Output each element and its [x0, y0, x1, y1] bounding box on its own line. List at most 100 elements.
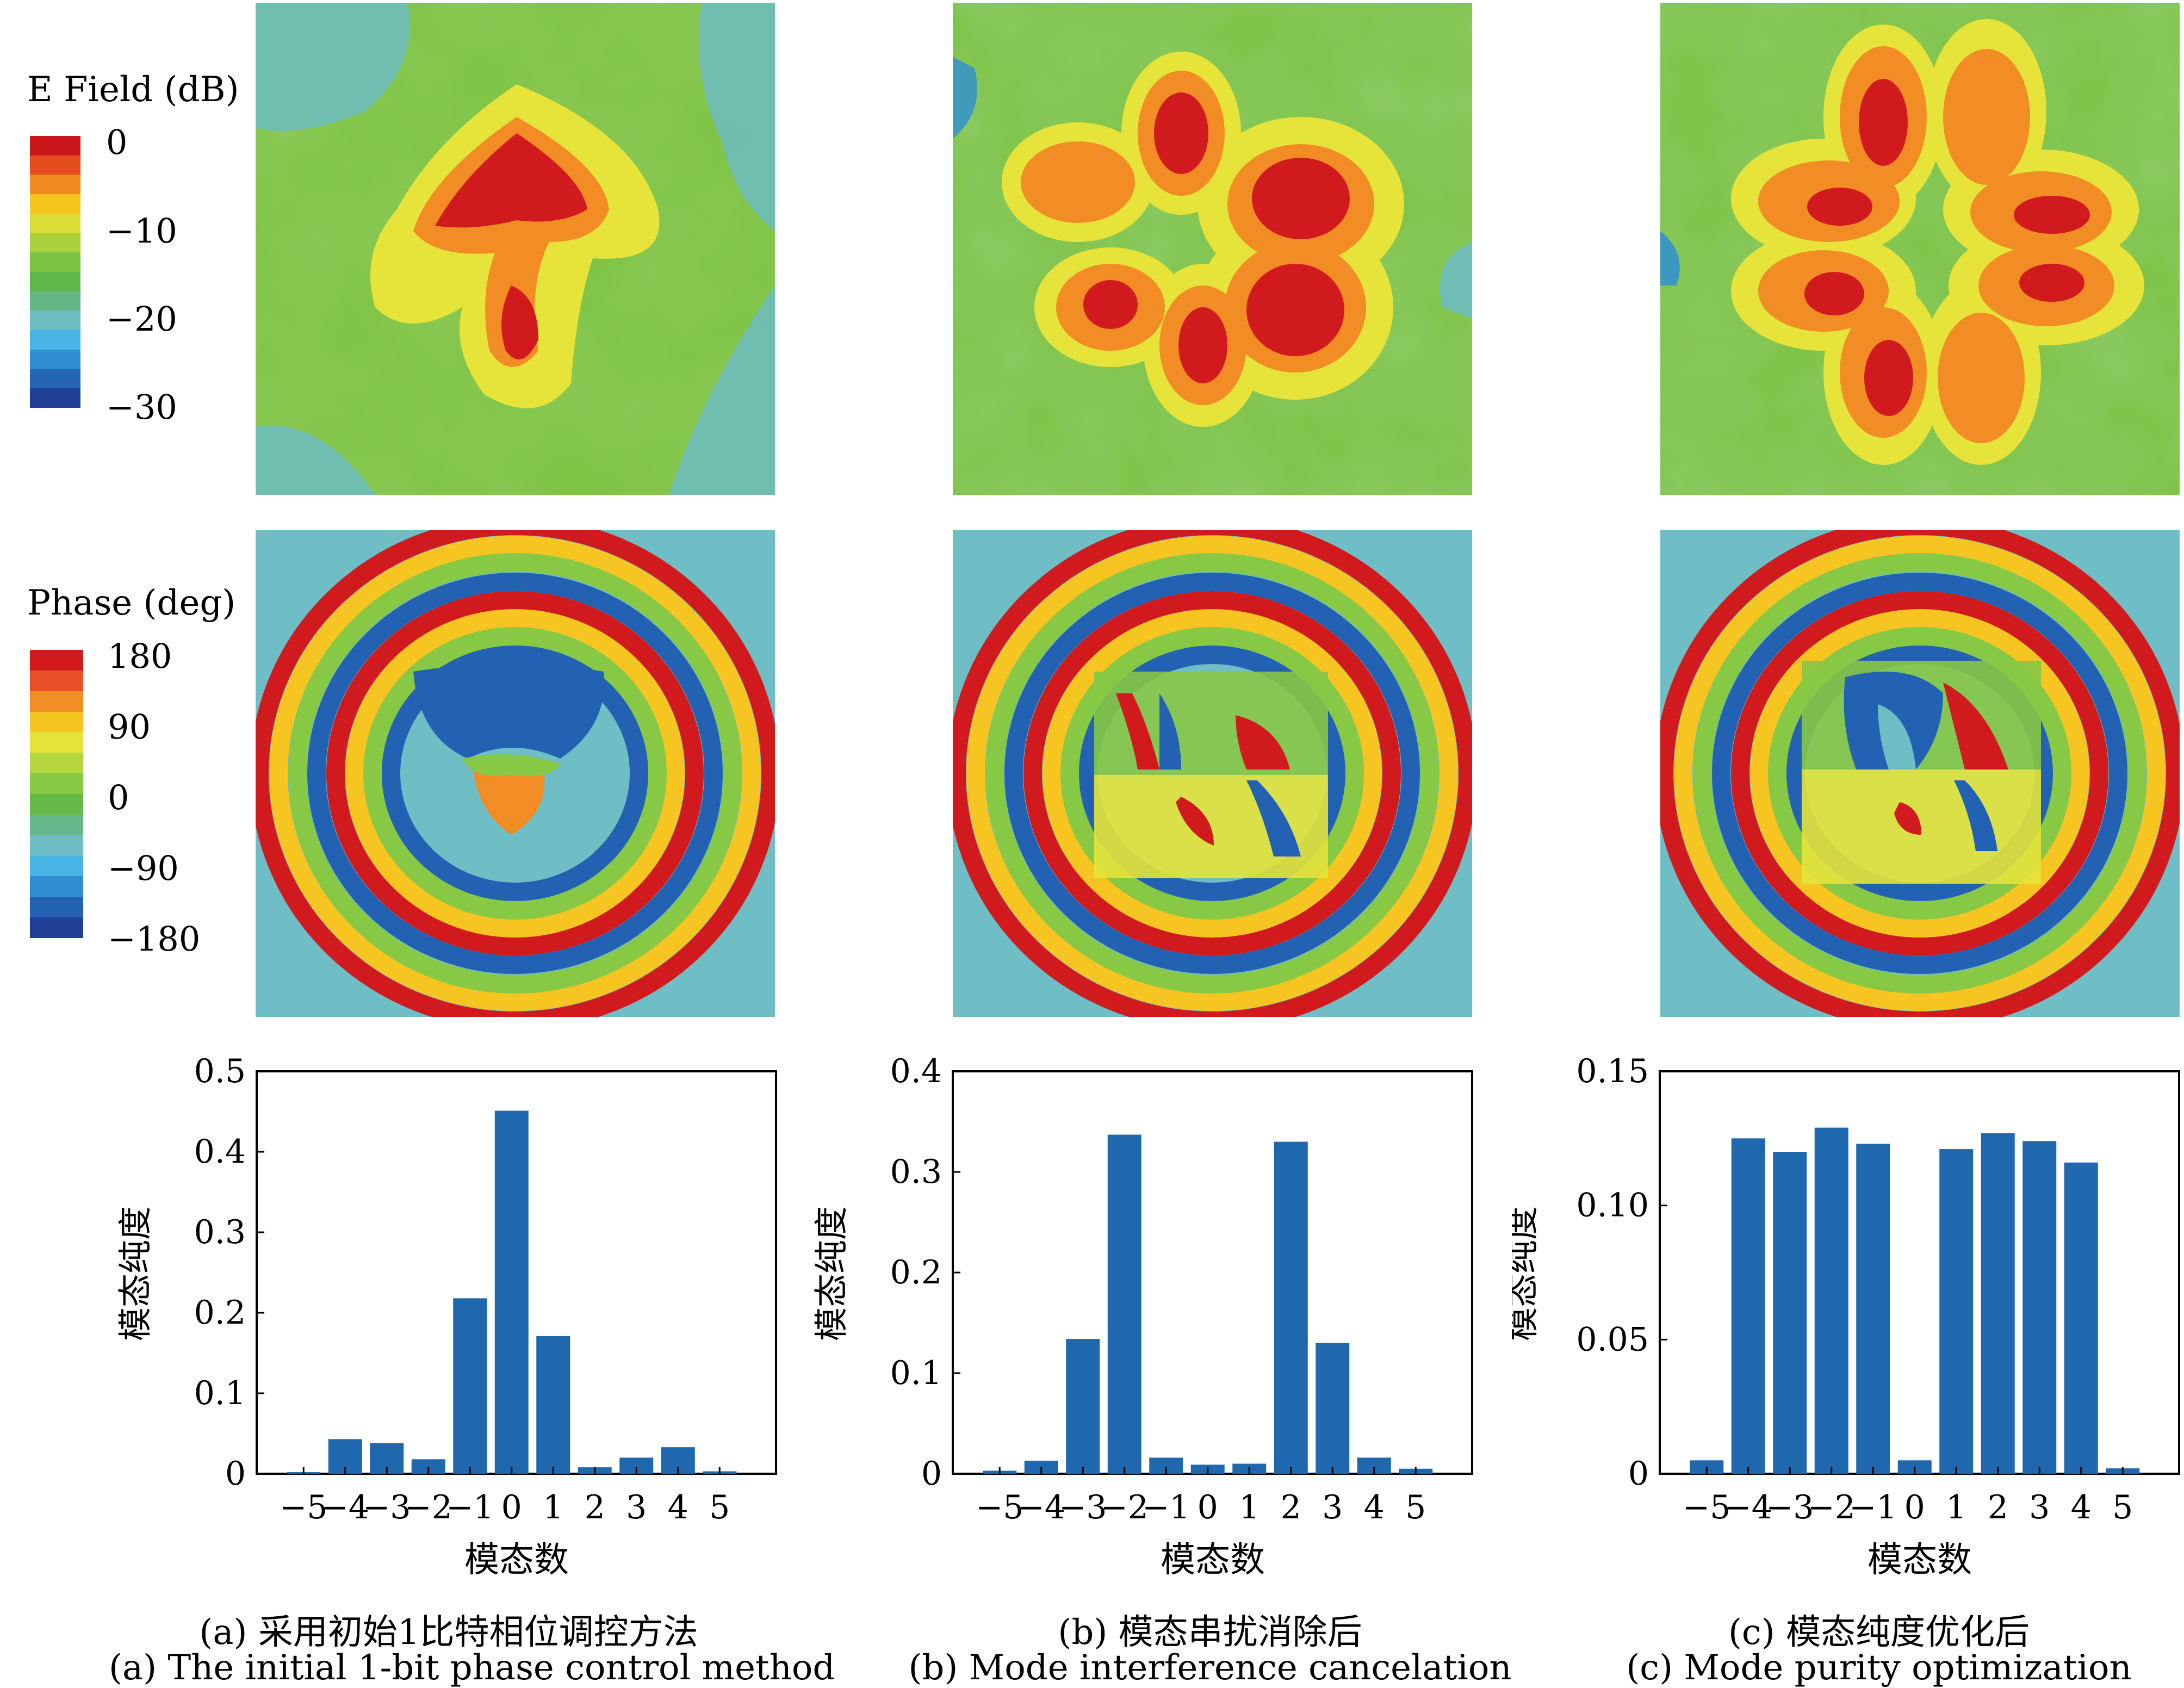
x-tick-label: 5 [2112, 1488, 2133, 1526]
y-tick-label: 0.3 [194, 1213, 246, 1251]
y-tick-label: 0 [921, 1455, 942, 1493]
efield-tick-3: −30 [106, 387, 177, 427]
efield-swatch-11 [30, 349, 80, 369]
efield-swatch-3 [30, 194, 80, 214]
phase-tick-3: −90 [108, 848, 179, 888]
x-tick-label: 3 [626, 1488, 647, 1526]
y-tick-label: 0.4 [194, 1133, 246, 1171]
phase-tick-1: 90 [108, 707, 151, 747]
y-tick-label: 0.1 [194, 1374, 246, 1412]
efield-swatch-13 [30, 388, 80, 408]
y-tick-label: 0.1 [890, 1354, 942, 1392]
x-tick-label: 1 [1239, 1488, 1259, 1526]
efield-tick-1: −10 [106, 211, 177, 251]
bar-mode-0 [494, 1110, 529, 1474]
x-tick-label: −1 [446, 1488, 494, 1526]
bar-mode-−4 [1731, 1138, 1765, 1474]
bar-mode-2 [1274, 1141, 1308, 1474]
phase-swatch-11 [30, 876, 83, 897]
y-tick-label: 0 [225, 1455, 246, 1493]
x-tick-label: −1 [1849, 1488, 1897, 1526]
bar-mode-4 [2064, 1162, 2098, 1474]
phase-map-a [256, 530, 775, 1017]
phase-swatch-13 [30, 917, 83, 939]
bar-chart-a-ylabel: 模态纯度 [115, 1206, 155, 1341]
x-tick-label: 2 [1988, 1488, 2008, 1526]
bar-mode-−3 [1066, 1339, 1100, 1474]
x-tick-label: −2 [405, 1488, 452, 1526]
phase-swatch-10 [30, 855, 83, 877]
x-tick-label: 2 [1281, 1488, 1301, 1526]
phase-map-c [1660, 530, 2180, 1017]
phase-swatch-2 [30, 691, 83, 712]
x-tick-label: 5 [709, 1488, 730, 1526]
phase-swatch-5 [30, 753, 83, 774]
efield-swatch-7 [30, 272, 80, 291]
bar-mode-−2 [1107, 1134, 1141, 1474]
bar-mode-−3 [1773, 1152, 1807, 1474]
x-tick-label: −4 [321, 1488, 369, 1526]
efield-swatch-4 [30, 213, 80, 233]
x-tick-label: −5 [976, 1488, 1023, 1526]
y-tick-label: 0.05 [1576, 1320, 1649, 1358]
bar-chart-c-xlabel: 模态数 [1867, 1540, 1972, 1580]
efield-map-c [1660, 3, 2180, 495]
bar-chart-a: 00.10.20.30.40.5−5−4−3−2−1 0 1 2 3 4 5 模态纯度 模态… [115, 1052, 777, 1580]
y-tick-label: 0.15 [1576, 1052, 1649, 1090]
y-tick-label: 0.5 [194, 1052, 246, 1090]
bar-chart-a-xlabel: 模态数 [464, 1540, 569, 1580]
phase-tick-4: −180 [108, 919, 201, 959]
efield-colorbar [30, 136, 80, 408]
efield-swatch-9 [30, 311, 80, 331]
phase-swatch-1 [30, 670, 83, 691]
efield-map-b [953, 3, 1472, 495]
bar-mode-−2 [1814, 1127, 1848, 1474]
phase-map-b [953, 530, 1472, 1017]
phase-legend-title: Phase (deg) [27, 583, 236, 623]
efield-swatch-1 [30, 155, 80, 175]
x-tick-label: −1 [1142, 1488, 1190, 1526]
phase-swatch-6 [30, 773, 83, 795]
x-tick-label: 4 [668, 1488, 688, 1526]
efield-tick-2: −20 [106, 299, 177, 339]
phase-swatch-0 [30, 650, 83, 671]
bar-chart-c-ylabel: 模态纯度 [1512, 1206, 1542, 1341]
efield-swatch-6 [30, 252, 80, 272]
x-tick-label: −5 [1683, 1488, 1730, 1526]
x-tick-label: −2 [1808, 1488, 1856, 1526]
efield-swatch-2 [30, 175, 80, 195]
bar-mode-2 [1981, 1133, 2015, 1474]
phase-colorbar [30, 650, 83, 939]
phase-swatch-8 [30, 814, 83, 835]
efield-swatch-5 [30, 233, 80, 253]
y-tick-label: 0.2 [890, 1253, 942, 1292]
efield-legend-title: E Field (dB) [27, 70, 239, 110]
x-tick-label: −5 [280, 1488, 327, 1526]
caption-c-en: (c) Mode purity optimization [1626, 1648, 2132, 1688]
phase-swatch-7 [30, 794, 83, 815]
phase-tick-2: 0 [108, 778, 129, 817]
x-tick-label: 3 [1322, 1488, 1343, 1526]
efield-tick-0: 0 [106, 122, 128, 162]
bar-mode-−1 [453, 1298, 487, 1474]
efield-swatch-12 [30, 369, 80, 389]
efield-swatch-10 [30, 330, 80, 350]
x-tick-label: 4 [2071, 1488, 2092, 1526]
bar-mode-1 [536, 1336, 570, 1474]
bar-chart-b-ylabel: 模态纯度 [811, 1206, 851, 1341]
x-tick-label: 0 [1198, 1488, 1218, 1526]
x-tick-label: −4 [1017, 1488, 1065, 1526]
efield-swatch-0 [30, 136, 80, 156]
bar-mode-3 [1316, 1343, 1350, 1474]
bar-mode-1 [1939, 1149, 1974, 1474]
x-tick-label: 0 [501, 1488, 522, 1526]
x-tick-label: −4 [1724, 1488, 1772, 1526]
phase-swatch-3 [30, 711, 83, 733]
phase-tick-0: 180 [108, 636, 172, 676]
caption-b-cn: (b) 模态串扰消除后 [1058, 1612, 1362, 1653]
caption-b-en: (b) Mode interference cancelation [908, 1648, 1512, 1688]
bar-chart-c: 00.050.100.15−5−4−3−2−1 0 1 2 3 4 5 模态纯度 模态数 [1512, 1052, 2180, 1580]
x-tick-label: −3 [1059, 1488, 1107, 1526]
phase-swatch-9 [30, 835, 83, 856]
caption-a-cn: (a) 采用初始1比特相位调控方法 [199, 1612, 698, 1653]
